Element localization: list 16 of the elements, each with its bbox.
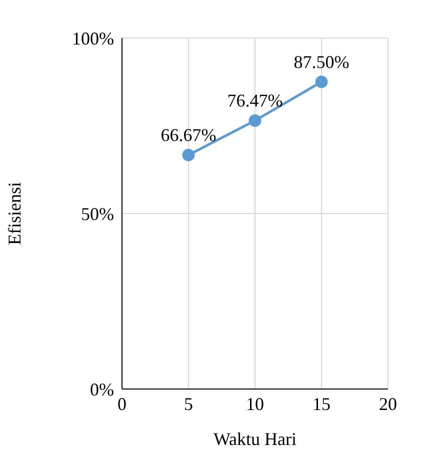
x-tick-label: 5 [184, 394, 193, 414]
point [248, 114, 262, 127]
y-tick-label: 0% [90, 379, 114, 400]
x-axis-title: Waktu Hari [213, 429, 297, 449]
y-tick-label: 100% [72, 28, 114, 48]
data-label: 87.50% [294, 52, 350, 72]
x-tick-label: 15 [312, 394, 330, 414]
data-label: 66.67% [160, 124, 216, 145]
x-tick-label: 10 [246, 394, 264, 414]
x-tick-label: 0 [118, 394, 126, 414]
x-tick-label: 20 [379, 394, 397, 414]
y-tick-label: 50% [81, 204, 114, 224]
y-axis-title: Efisiensi [4, 182, 24, 245]
data-label: 76.47% [227, 90, 283, 111]
point [182, 148, 195, 162]
point [315, 76, 328, 88]
